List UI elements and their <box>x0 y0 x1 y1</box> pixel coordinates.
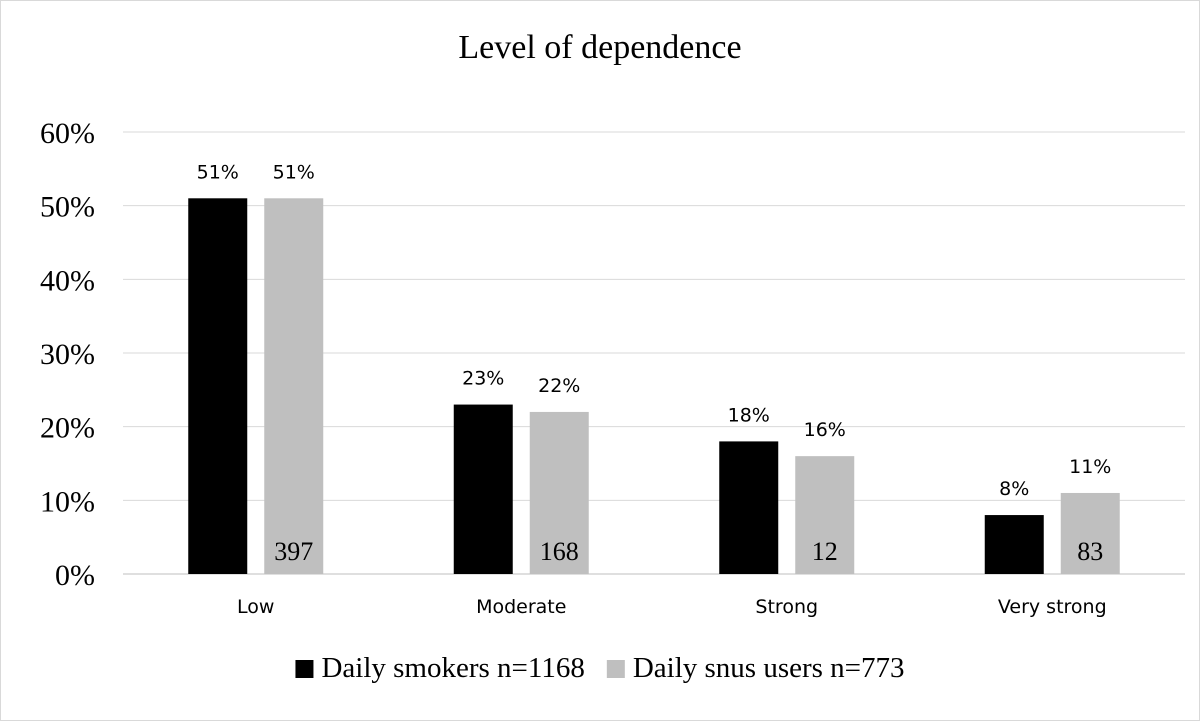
data-label: 16% <box>804 419 846 441</box>
x-tick-label: Strong <box>755 596 818 618</box>
legend-item: Daily smokers n=1168 <box>295 652 585 684</box>
legend: Daily smokers n=1168 Daily snus users n=7… <box>295 652 905 684</box>
legend-label: Daily smokers n=1168 <box>321 652 584 684</box>
bars: 51% 51% 397 23% 22% 168 18% 16% 12 8% 11% 83 <box>188 161 1120 575</box>
bar <box>453 404 513 574</box>
legend-label: Daily snus users n=773 <box>633 652 905 684</box>
y-tick-label: 40% <box>40 264 95 297</box>
bar-inside-label: 83 <box>1077 537 1103 566</box>
bar <box>984 515 1044 574</box>
chart-title: Level of dependence <box>458 29 741 66</box>
bar <box>529 411 589 574</box>
y-tick-label: 60% <box>40 117 95 150</box>
x-tick-label: Very strong <box>998 596 1107 618</box>
bar <box>719 441 779 574</box>
y-tick-label: 10% <box>40 485 95 518</box>
legend-item: Daily snus users n=773 <box>606 652 905 684</box>
x-axis-ticks: Low Moderate Strong Very strong <box>237 596 1107 618</box>
data-label: 8% <box>999 478 1029 500</box>
bar <box>795 456 855 574</box>
data-label: 23% <box>462 368 504 390</box>
bar-inside-label: 12 <box>812 537 838 566</box>
data-label: 11% <box>1069 456 1111 478</box>
bar <box>264 198 324 575</box>
y-axis-ticks: 0% 10% 20% 30% 40% 50% 60% <box>40 117 95 592</box>
data-label: 22% <box>538 375 580 397</box>
y-tick-label: 0% <box>55 559 95 592</box>
bar <box>1060 492 1120 574</box>
bar <box>188 198 248 575</box>
y-tick-label: 20% <box>40 412 95 445</box>
legend-swatch <box>606 660 625 678</box>
y-tick-label: 50% <box>40 191 95 224</box>
data-label: 18% <box>728 404 770 426</box>
y-tick-label: 30% <box>40 338 95 371</box>
legend-swatch <box>295 660 314 678</box>
x-tick-label: Moderate <box>476 596 566 618</box>
bar-inside-label: 168 <box>540 537 579 566</box>
data-label: 51% <box>273 161 315 183</box>
data-label: 51% <box>197 161 239 183</box>
bar-inside-label: 397 <box>274 537 313 566</box>
x-tick-label: Low <box>237 596 274 618</box>
